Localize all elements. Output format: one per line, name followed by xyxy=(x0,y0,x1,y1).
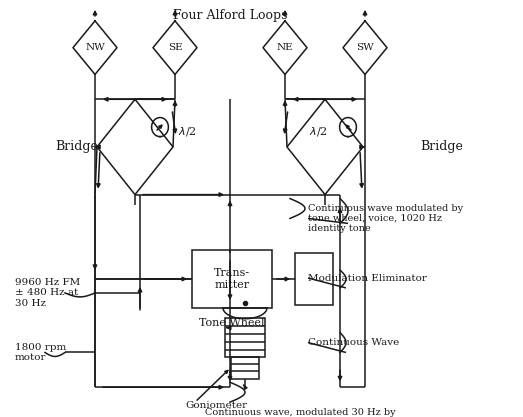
Text: 1800 rpm
motor: 1800 rpm motor xyxy=(15,343,66,362)
Text: Tone Wheel: Tone Wheel xyxy=(199,318,265,328)
Text: NE: NE xyxy=(277,43,293,52)
Text: SW: SW xyxy=(356,43,374,52)
Text: Continuous wave modulated by
tone wheel, voice, 1020 Hz
identity tone: Continuous wave modulated by tone wheel,… xyxy=(308,203,463,234)
Bar xyxy=(192,250,272,308)
Text: $\lambda$/2: $\lambda$/2 xyxy=(178,125,197,138)
Text: Goniometer: Goniometer xyxy=(185,401,247,409)
Text: Continuous wave, modulated 30 Hz by: Continuous wave, modulated 30 Hz by xyxy=(204,407,395,417)
Text: Four Alford Loops: Four Alford Loops xyxy=(173,10,287,23)
Bar xyxy=(231,357,259,379)
Bar xyxy=(295,253,333,305)
Text: Bridge: Bridge xyxy=(420,141,463,153)
Text: Modulation Eliminator: Modulation Eliminator xyxy=(308,274,427,282)
Text: 9960 Hz FM
± 480 Hz at
30 Hz: 9960 Hz FM ± 480 Hz at 30 Hz xyxy=(15,278,80,308)
Text: NW: NW xyxy=(85,43,105,52)
Text: SE: SE xyxy=(168,43,183,52)
Bar xyxy=(225,318,265,357)
Text: Continuous Wave: Continuous Wave xyxy=(308,338,399,347)
Text: Bridge: Bridge xyxy=(55,141,98,153)
Text: $\lambda$/2: $\lambda$/2 xyxy=(309,125,328,138)
Text: Trans-
mitter: Trans- mitter xyxy=(214,268,250,290)
